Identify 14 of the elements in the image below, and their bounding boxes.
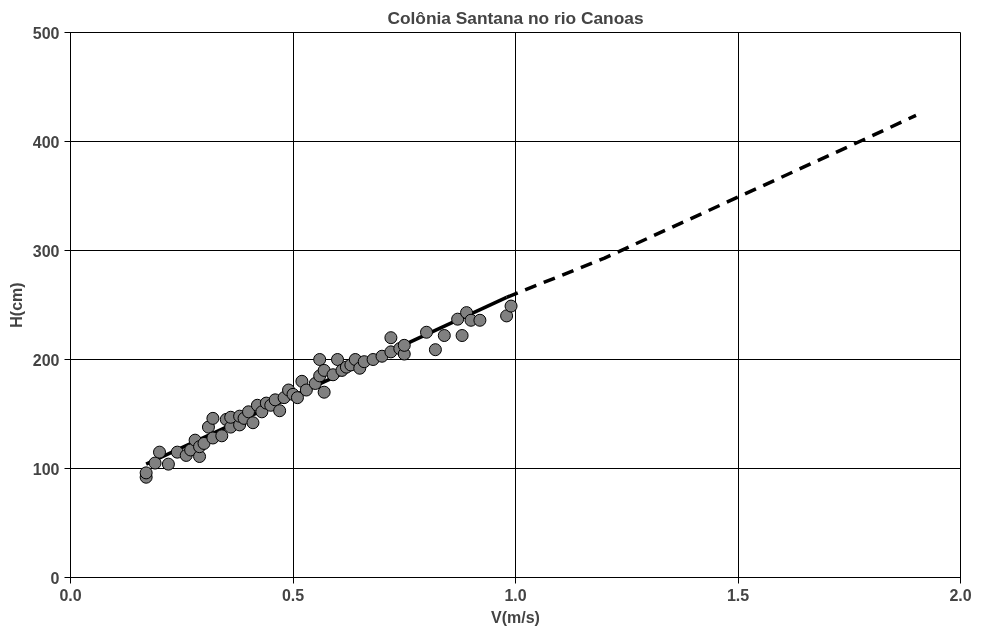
x-tick-label: 0.0 — [59, 586, 82, 604]
y-tick-label: 200 — [32, 351, 60, 369]
y-tick-label: 400 — [32, 133, 60, 151]
x-axis-title: V(m/s) — [491, 608, 540, 626]
x-tick-label: 2.0 — [949, 586, 972, 604]
y-axis-title: H(cm) — [7, 282, 25, 328]
y-tick-label: 500 — [32, 24, 60, 42]
chart-title: Colônia Santana no rio Canoas — [387, 7, 644, 28]
y-tick-label: 0 — [50, 569, 60, 587]
y-tick-label: 100 — [32, 460, 60, 478]
x-tick-label: 1.5 — [726, 586, 750, 604]
y-tick-label: 300 — [32, 242, 60, 260]
x-tick-label: 0.5 — [281, 586, 305, 604]
x-tick-label: 1.0 — [504, 586, 527, 604]
